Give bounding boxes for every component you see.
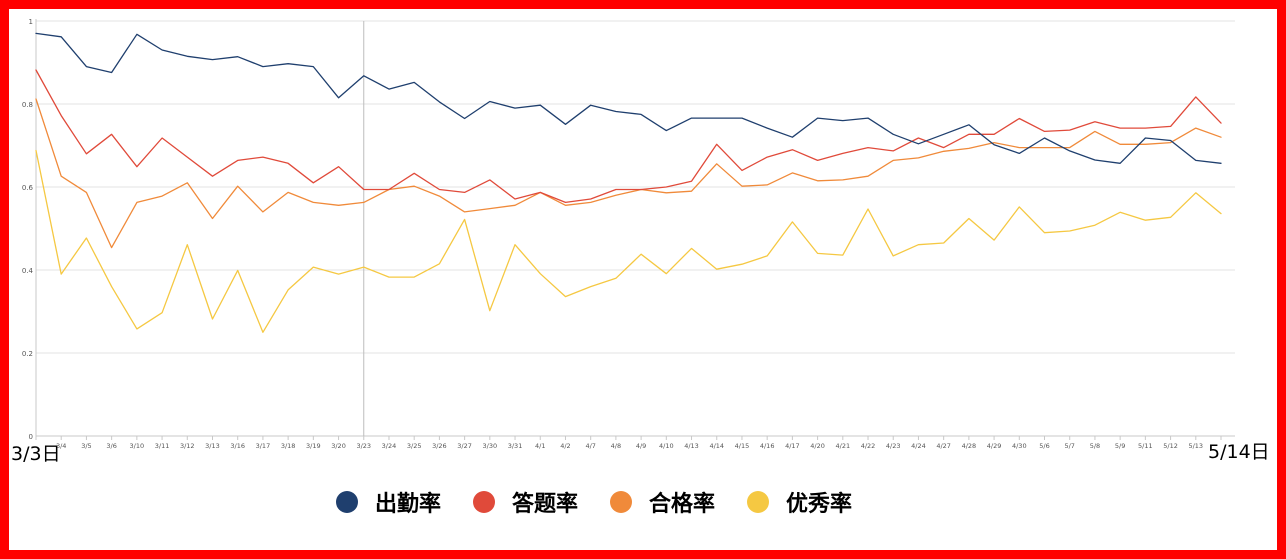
x-tick-label-4: 3/10 — [130, 442, 145, 450]
x-tick-label-16: 3/26 — [432, 442, 447, 450]
x-tick-label-7: 3/13 — [205, 442, 220, 450]
x-tick-label-9: 3/17 — [256, 442, 271, 450]
x-tick-label-19: 3/31 — [508, 442, 523, 450]
y-tick-label-4: 0.2 — [22, 350, 33, 358]
legend-marker-answer-rate — [473, 491, 496, 513]
x-tick-label-26: 4/13 — [684, 442, 699, 450]
legend-item-excellence-rate[interactable]: 优秀率 — [747, 486, 884, 518]
x-tick-label-23: 4/8 — [611, 442, 621, 450]
legend-label-excellence-rate: 优秀率 — [786, 492, 853, 517]
x-tick-label-44: 5/11 — [1138, 442, 1153, 450]
series-line-2 — [35, 98, 1222, 249]
x-tick-label-32: 4/21 — [836, 442, 851, 450]
x-tick-label-39: 4/30 — [1012, 442, 1027, 450]
x-tick-label-46: 5/13 — [1188, 442, 1203, 450]
x-tick-label-8: 3/16 — [230, 442, 245, 450]
x-tick-label-11: 3/19 — [306, 442, 321, 450]
x-tick-label-14: 3/24 — [382, 442, 397, 450]
legend-label-pass-rate: 合格率 — [649, 492, 716, 517]
legend-item-attendance[interactable]: 出勤率 — [336, 486, 473, 518]
x-tick-label-35: 4/24 — [911, 442, 926, 450]
x-tick-label-31: 4/20 — [810, 442, 825, 450]
x-tick-label-22: 4/7 — [585, 442, 595, 450]
y-tick-label-1: 0.8 — [22, 101, 33, 109]
x-tick-label-10: 3/18 — [281, 442, 296, 450]
series-line-1 — [35, 69, 1222, 204]
x-end-label: 5/14日 — [1208, 441, 1270, 463]
x-tick-label-41: 5/7 — [1064, 442, 1074, 450]
y-tick-label-0: 1 — [29, 18, 33, 26]
x-tick-label-29: 4/16 — [760, 442, 775, 450]
x-tick-label-6: 3/12 — [180, 442, 195, 450]
x-tick-label-25: 4/10 — [659, 442, 674, 450]
x-tick-label-28: 4/15 — [735, 442, 750, 450]
x-tick-label-40: 5/6 — [1039, 442, 1049, 450]
x-tick-label-5: 3/11 — [155, 442, 170, 450]
y-tick-label-2: 0.6 — [22, 184, 34, 192]
x-tick-label-43: 5/9 — [1115, 442, 1125, 450]
x-tick-label-36: 4/27 — [936, 442, 951, 450]
legend-marker-attendance — [336, 491, 358, 513]
y-tick-label-5: 0 — [29, 433, 33, 441]
legend-label-answer-rate: 答题率 — [512, 492, 579, 517]
legend-item-pass-rate[interactable]: 合格率 — [610, 486, 747, 518]
x-tick-label-34: 4/23 — [886, 442, 901, 450]
legend-label-attendance: 出勤率 — [375, 492, 442, 517]
x-tick-label-13: 3/23 — [356, 442, 371, 450]
x-tick-label-2: 3/5 — [81, 442, 91, 450]
x-tick-label-38: 4/29 — [987, 442, 1002, 450]
legend-marker-pass-rate — [610, 491, 633, 513]
series-line-3 — [35, 149, 1222, 333]
x-tick-label-17: 3/27 — [457, 442, 472, 450]
x-tick-label-33: 4/22 — [861, 442, 876, 450]
x-tick-label-12: 3/20 — [331, 442, 346, 450]
x-tick-label-18: 3/30 — [483, 442, 498, 450]
series-line-0 — [35, 32, 1222, 164]
x-tick-label-42: 5/8 — [1090, 442, 1100, 450]
x-tick-label-30: 4/17 — [785, 442, 800, 450]
x-tick-label-27: 4/14 — [709, 442, 724, 450]
chart-legend: 出勤率 答题率 合格率 优秀率 — [336, 486, 884, 518]
x-tick-label-20: 4/1 — [535, 442, 545, 450]
x-tick-label-37: 4/28 — [962, 442, 977, 450]
x-tick-label-24: 4/9 — [636, 442, 646, 450]
legend-item-answer-rate[interactable]: 答题率 — [473, 486, 610, 518]
x-tick-label-3: 3/6 — [106, 442, 116, 450]
x-tick-label-15: 3/25 — [407, 442, 422, 450]
y-tick-label-3: 0.4 — [22, 267, 34, 275]
legend-marker-excellence-rate — [747, 491, 770, 513]
x-tick-label-45: 5/12 — [1163, 442, 1178, 450]
x-start-label: 3/3日 — [11, 443, 61, 465]
x-tick-label-21: 4/2 — [560, 442, 570, 450]
x-tick-label-1: 3/4 — [56, 442, 66, 450]
